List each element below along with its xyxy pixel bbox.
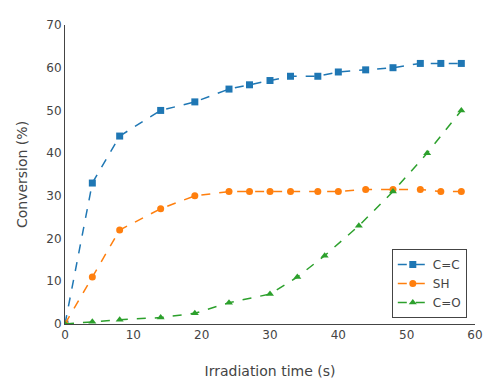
svg-text:60: 60 (46, 61, 61, 75)
svg-text:SH: SH (433, 277, 450, 291)
svg-text:C=C: C=C (433, 258, 460, 272)
svg-text:C=O: C=O (433, 296, 461, 310)
svg-text:20: 20 (194, 328, 209, 342)
svg-text:50: 50 (46, 104, 61, 118)
svg-text:20: 20 (46, 232, 61, 246)
svg-text:60: 60 (467, 328, 482, 342)
svg-text:Conversion (%): Conversion (%) (14, 121, 30, 228)
svg-text:10: 10 (46, 274, 61, 288)
svg-text:Irradiation time (s): Irradiation time (s) (205, 363, 336, 379)
svg-text:0: 0 (61, 328, 69, 342)
svg-text:50: 50 (399, 328, 414, 342)
svg-text:30: 30 (46, 189, 61, 203)
svg-text:0: 0 (54, 317, 62, 331)
svg-text:40: 40 (331, 328, 346, 342)
svg-text:40: 40 (46, 146, 61, 160)
svg-text:70: 70 (46, 18, 61, 32)
svg-text:30: 30 (262, 328, 277, 342)
svg-text:10: 10 (126, 328, 141, 342)
